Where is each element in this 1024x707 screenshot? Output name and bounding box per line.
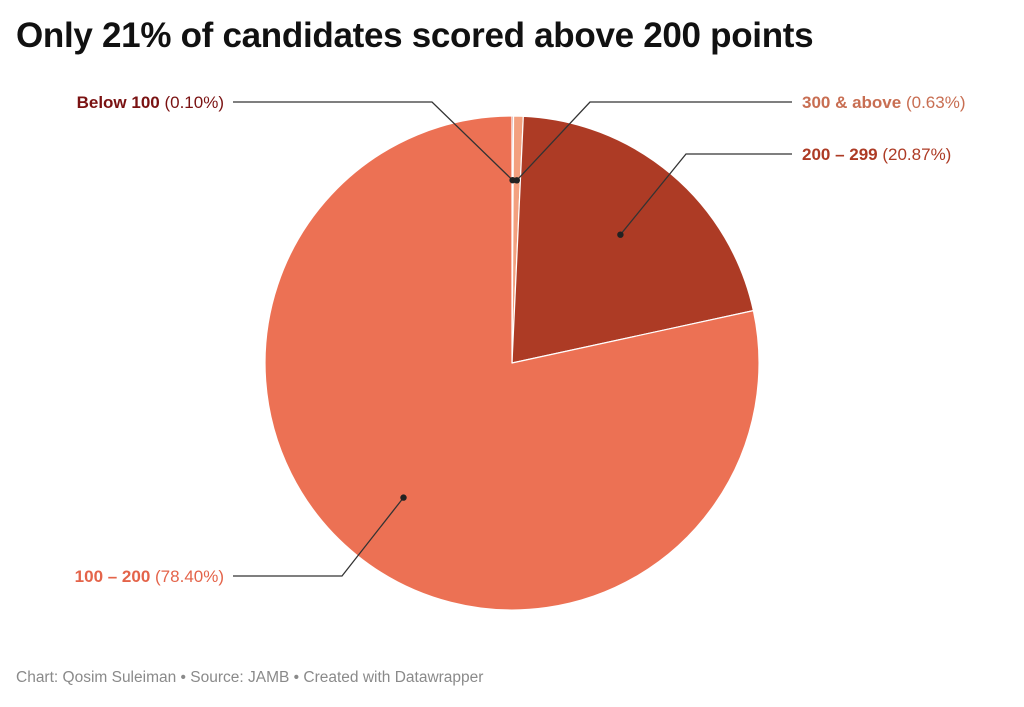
footer-author: Chart: Qosim Suleiman xyxy=(16,669,177,686)
leader-line-100-200 xyxy=(233,497,405,577)
footer-separator: • xyxy=(289,669,304,686)
leader-dot-200-299 xyxy=(617,231,624,238)
slice-label-value: (0.63%) xyxy=(901,93,965,112)
chart-footer: Chart: Qosim Suleiman • Source: JAMB • C… xyxy=(16,669,483,687)
slice-label-name: 200 – 299 xyxy=(802,145,878,164)
slice-label-value: (78.40%) xyxy=(150,567,224,586)
footer-credit: Created with Datawrapper xyxy=(303,669,484,686)
slice-label-name: 300 & above xyxy=(802,93,901,112)
footer-separator: • xyxy=(176,669,191,686)
leader-line-300-above xyxy=(516,101,792,181)
footer-source: Source: JAMB xyxy=(190,669,290,686)
pie-slice-100-200 xyxy=(264,115,760,611)
slice-label-below-100: Below 100 (0.10%) xyxy=(77,93,224,112)
pie-slice-200-299 xyxy=(511,115,754,364)
slice-label-name: Below 100 xyxy=(77,93,160,112)
slice-label-100-200: 100 – 200 (78.40%) xyxy=(75,567,224,586)
slice-label-200-299: 200 – 299 (20.87%) xyxy=(802,145,951,164)
leader-line-200-299 xyxy=(619,153,792,236)
leader-dot-100-200 xyxy=(400,494,407,501)
slice-label-name: 100 – 200 xyxy=(75,567,151,586)
pie-slices xyxy=(264,115,760,611)
slice-label-value: (0.10%) xyxy=(160,93,224,112)
slice-label-value: (20.87%) xyxy=(878,145,952,164)
leader-line-below-100 xyxy=(233,101,514,181)
leader-lines xyxy=(233,101,792,577)
leader-dot-300-above xyxy=(513,177,520,184)
slice-labels: Below 100 (0.10%) 300 & above (0.63%) 200 … xyxy=(75,93,966,586)
slice-label-300-above: 300 & above (0.63%) xyxy=(802,93,965,112)
chart-title: Only 21% of candidates scored above 200 … xyxy=(16,16,814,55)
